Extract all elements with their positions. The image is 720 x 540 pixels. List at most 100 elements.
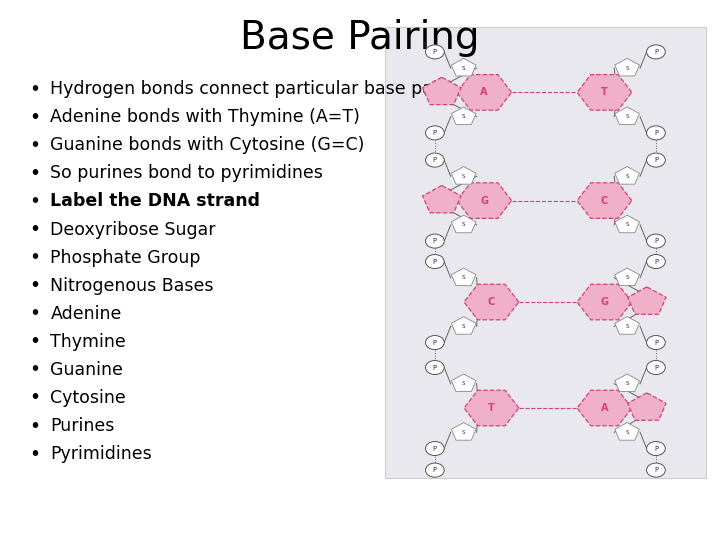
Text: •: • — [29, 276, 40, 295]
Text: A: A — [480, 87, 488, 97]
Polygon shape — [451, 215, 476, 233]
Text: Guanine bonds with Cytosine (G=C): Guanine bonds with Cytosine (G=C) — [50, 136, 365, 154]
Polygon shape — [577, 390, 632, 426]
Circle shape — [647, 442, 665, 456]
Text: S: S — [626, 324, 629, 329]
Text: P: P — [654, 467, 658, 473]
Polygon shape — [451, 374, 476, 392]
Text: P: P — [654, 446, 658, 451]
Text: P: P — [654, 259, 658, 265]
Text: Nitrogenous Bases: Nitrogenous Bases — [50, 276, 214, 295]
Circle shape — [426, 463, 444, 477]
Circle shape — [647, 126, 665, 140]
Text: P: P — [433, 364, 437, 370]
Text: S: S — [626, 174, 629, 179]
Text: Label the DNA strand: Label the DNA strand — [50, 192, 261, 211]
Text: P: P — [433, 340, 437, 346]
Polygon shape — [615, 374, 639, 392]
Circle shape — [426, 153, 444, 167]
Text: Guanine: Guanine — [50, 361, 123, 379]
Polygon shape — [615, 316, 639, 334]
Text: Pyrimidines: Pyrimidines — [50, 445, 152, 463]
Polygon shape — [615, 423, 639, 440]
FancyBboxPatch shape — [385, 27, 706, 478]
Text: P: P — [654, 238, 658, 244]
Text: P: P — [654, 49, 658, 55]
Text: Adenine bonds with Thymine (A=T): Adenine bonds with Thymine (A=T) — [50, 108, 360, 126]
Text: S: S — [462, 222, 465, 227]
Text: •: • — [29, 107, 40, 127]
Text: •: • — [29, 220, 40, 239]
Text: P: P — [433, 238, 437, 244]
Polygon shape — [451, 58, 476, 76]
Polygon shape — [457, 75, 512, 110]
Text: P: P — [433, 130, 437, 136]
Text: P: P — [654, 157, 658, 163]
Circle shape — [426, 254, 444, 268]
Text: S: S — [626, 222, 629, 227]
Polygon shape — [451, 268, 476, 286]
Polygon shape — [628, 287, 666, 314]
Text: G: G — [480, 195, 488, 206]
Circle shape — [647, 335, 665, 349]
Text: S: S — [626, 430, 629, 435]
Text: •: • — [29, 79, 40, 99]
Circle shape — [647, 463, 665, 477]
Text: Cytosine: Cytosine — [50, 389, 126, 407]
Text: Hydrogen bonds connect particular base pairs.: Hydrogen bonds connect particular base p… — [50, 80, 460, 98]
Polygon shape — [615, 268, 639, 286]
Text: T: T — [601, 87, 608, 97]
Polygon shape — [423, 77, 461, 105]
Circle shape — [426, 234, 444, 248]
Text: Thymine: Thymine — [50, 333, 126, 351]
Polygon shape — [451, 107, 476, 125]
Polygon shape — [615, 166, 639, 184]
Text: S: S — [462, 381, 465, 386]
Text: •: • — [29, 360, 40, 380]
Circle shape — [426, 126, 444, 140]
Text: •: • — [29, 444, 40, 464]
Polygon shape — [451, 423, 476, 440]
Circle shape — [647, 45, 665, 59]
Text: •: • — [29, 388, 40, 408]
Text: A: A — [600, 403, 608, 413]
Circle shape — [647, 153, 665, 167]
Polygon shape — [615, 58, 639, 76]
Text: P: P — [654, 364, 658, 370]
Text: So purines bond to pyrimidines: So purines bond to pyrimidines — [50, 164, 323, 183]
Text: •: • — [29, 164, 40, 183]
Circle shape — [647, 361, 665, 375]
Polygon shape — [423, 185, 461, 213]
Text: S: S — [462, 114, 465, 119]
Text: S: S — [462, 430, 465, 435]
Text: C: C — [600, 195, 608, 206]
Polygon shape — [464, 390, 519, 426]
Polygon shape — [451, 166, 476, 184]
Text: •: • — [29, 332, 40, 352]
Text: Deoxyribose Sugar: Deoxyribose Sugar — [50, 220, 216, 239]
Text: S: S — [626, 381, 629, 386]
Polygon shape — [451, 316, 476, 334]
Text: •: • — [29, 416, 40, 436]
Text: P: P — [433, 446, 437, 451]
Circle shape — [426, 361, 444, 375]
Text: S: S — [462, 65, 465, 71]
Text: Base Pairing: Base Pairing — [240, 19, 480, 57]
Text: Phosphate Group: Phosphate Group — [50, 248, 201, 267]
Text: P: P — [433, 259, 437, 265]
Text: P: P — [654, 340, 658, 346]
Text: S: S — [462, 174, 465, 179]
Text: S: S — [626, 65, 629, 71]
Polygon shape — [615, 107, 639, 125]
Polygon shape — [577, 183, 632, 218]
Circle shape — [647, 234, 665, 248]
Circle shape — [426, 335, 444, 349]
Polygon shape — [457, 183, 512, 218]
Text: •: • — [29, 192, 40, 211]
Polygon shape — [577, 284, 632, 320]
Text: P: P — [433, 467, 437, 473]
Text: S: S — [462, 324, 465, 329]
Text: T: T — [488, 403, 495, 413]
Polygon shape — [628, 393, 666, 420]
Circle shape — [426, 442, 444, 456]
